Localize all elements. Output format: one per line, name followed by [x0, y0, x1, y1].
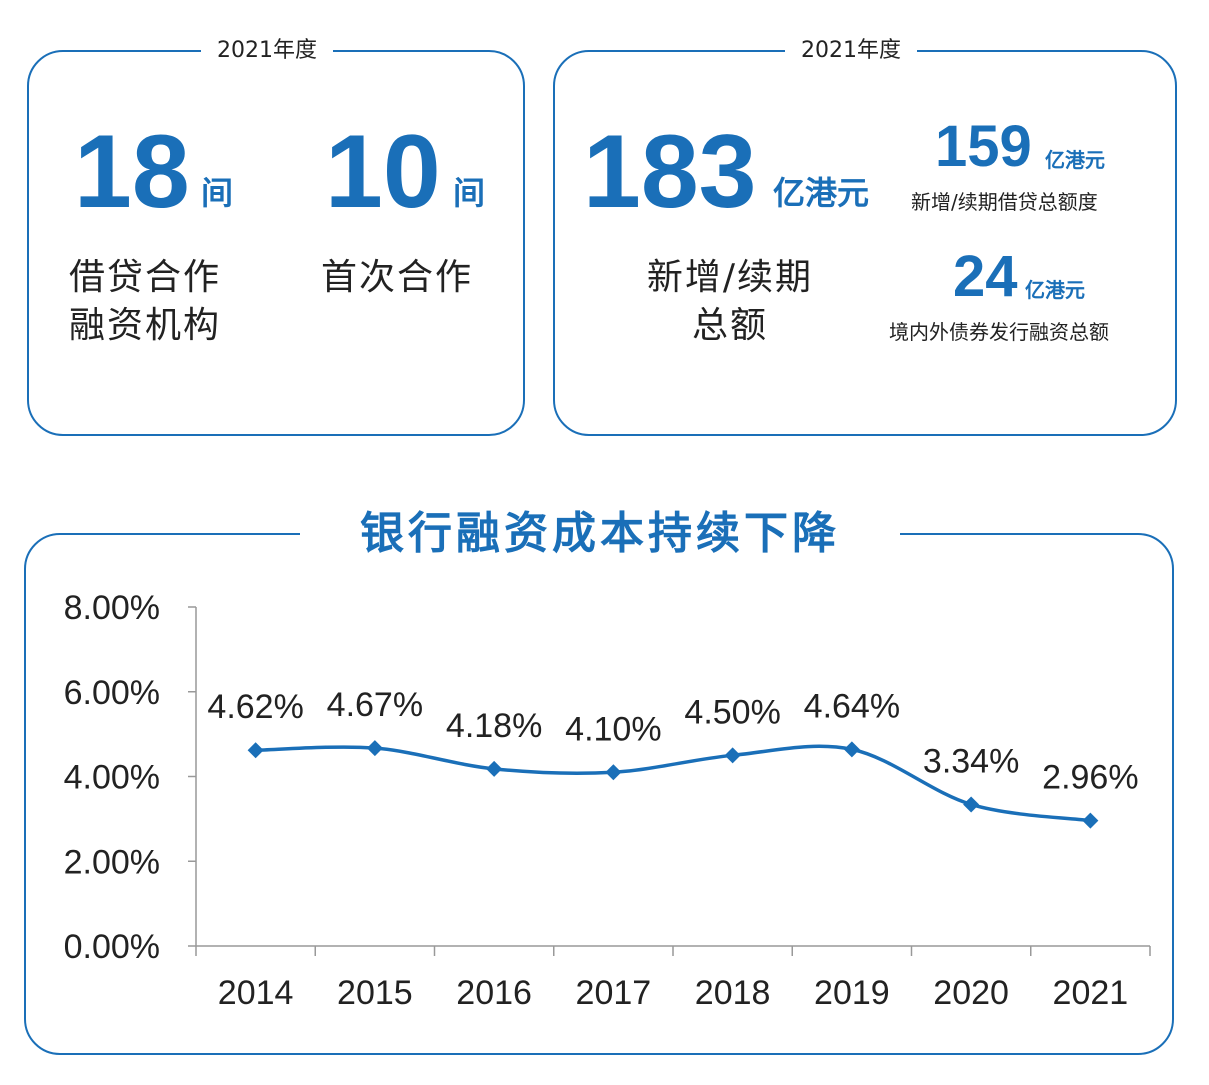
chart-title: 银行融资成本持续下降 [300, 504, 900, 564]
right-stats-card: 2021年度 183 亿港元 新增/续期 总额 159 亿港元 新增/续期借贷总… [553, 38, 1177, 436]
total-caption-line1: 新增/续期 [646, 257, 814, 298]
first-time-count-value: 10 [325, 114, 441, 230]
chart-card [24, 533, 1174, 1055]
partner-count-unit: 间 [201, 174, 234, 212]
loan-amount-caption: 新增/续期借贷总额度 [911, 190, 1098, 214]
loan-amount-unit: 亿港元 [1045, 148, 1105, 172]
partner-caption-line2: 融资机构 [69, 305, 222, 346]
total-amount-value: 183 [583, 114, 757, 230]
left-stats-card: 2021年度 18 间 10 间 借贷合作 融资机构 首次合作 [27, 38, 525, 436]
total-caption-line2: 总额 [691, 305, 768, 346]
total-amount-unit: 亿港元 [773, 174, 870, 212]
bond-amount-value: 24 [953, 244, 1018, 309]
first-time-caption: 首次合作 [321, 257, 474, 298]
partner-caption-line1: 借贷合作 [69, 257, 222, 298]
left-card-legend: 2021年度 [201, 38, 333, 64]
bond-amount-unit: 亿港元 [1025, 278, 1085, 302]
loan-amount-value: 159 [935, 114, 1032, 179]
first-time-count-unit: 间 [453, 174, 486, 212]
partner-caption: 借贷合作 融资机构 [69, 254, 221, 350]
bond-amount-caption: 境内外债券发行融资总额 [889, 320, 1109, 344]
total-amount-caption: 新增/续期 总额 [615, 254, 845, 350]
partner-count-value: 18 [74, 114, 190, 230]
right-card-legend: 2021年度 [785, 38, 917, 64]
